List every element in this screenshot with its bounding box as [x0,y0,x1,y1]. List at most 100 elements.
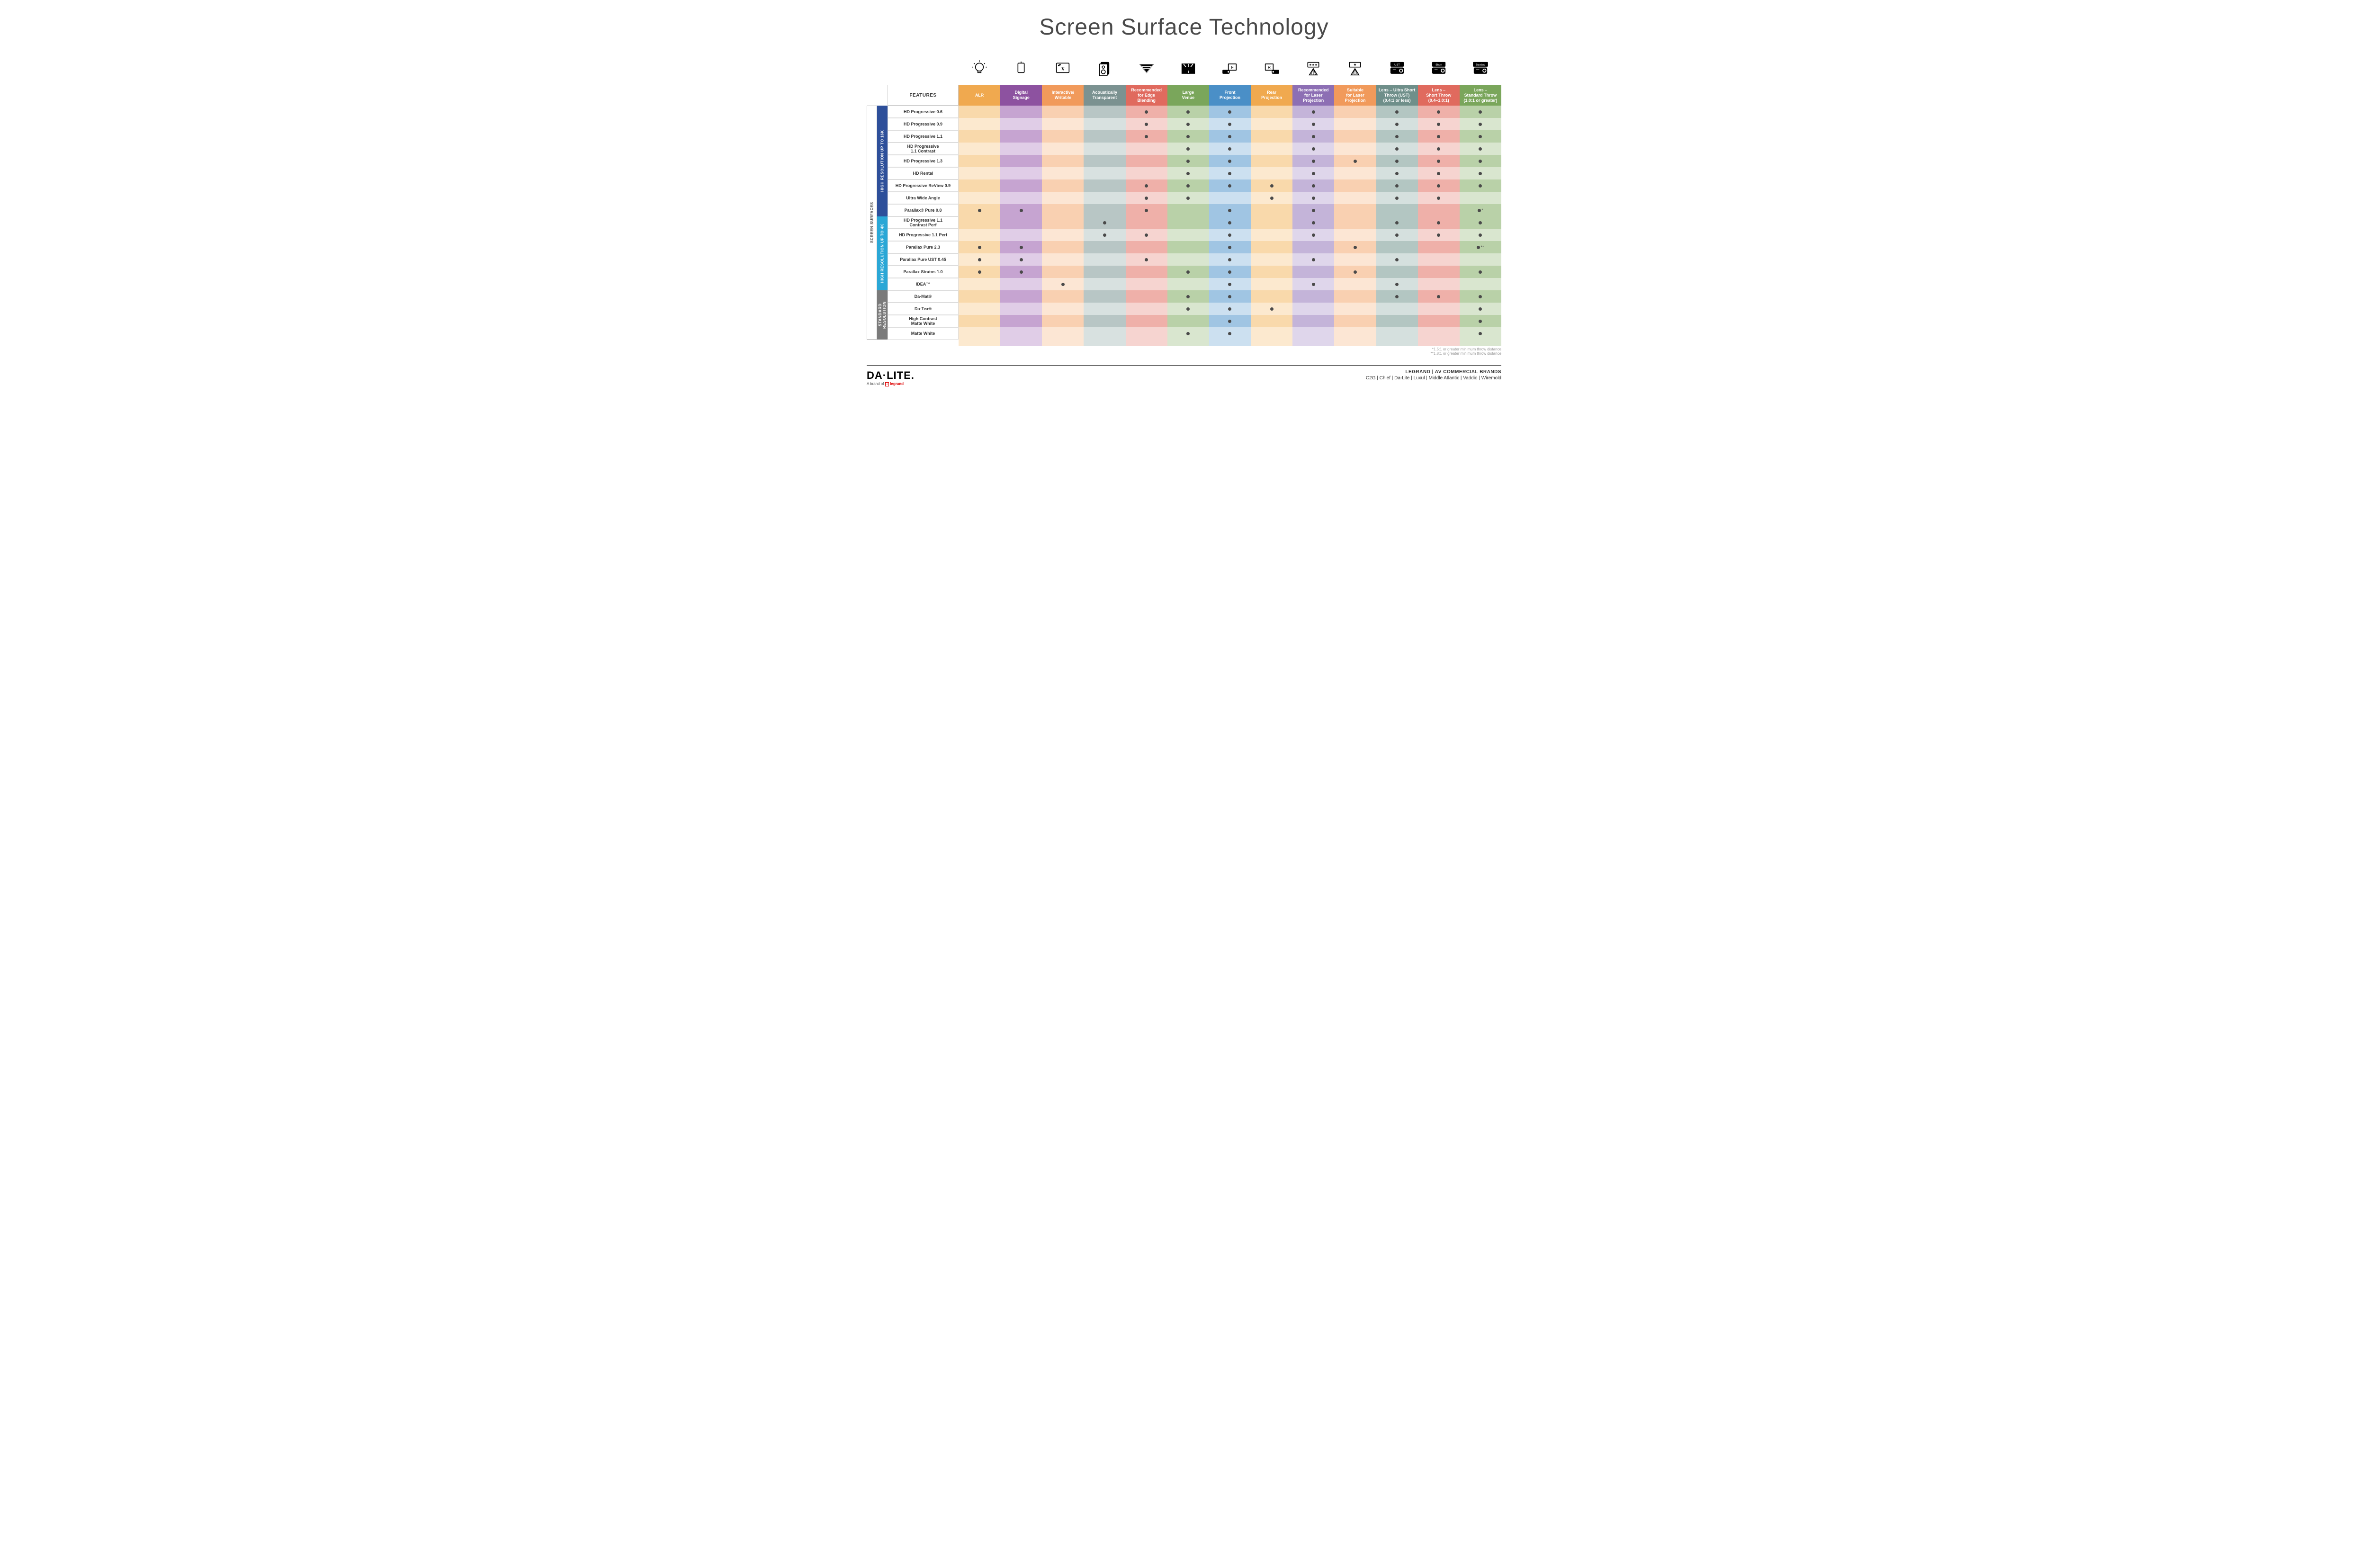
cell [1251,278,1292,290]
cell [1167,278,1209,290]
cell [1418,192,1460,204]
group-label-g16k: HIGH RESOLUTION UP TO 16K [877,106,888,216]
svg-text:R: R [1268,65,1271,70]
cell [1292,278,1334,290]
cell [1084,229,1125,241]
cell [1209,327,1251,340]
row-label: HD Progressive 1.1 [888,130,959,143]
col-header-alr: ALR [959,85,1000,106]
cell [1334,118,1376,130]
row-label: HD Progressive1.1 Contrast [888,143,959,155]
cell [1292,192,1334,204]
cell [1167,241,1209,253]
cell [1084,106,1125,118]
row-label: HD Progressive ReView 0.9 [888,179,959,192]
row-label: Da-Tex® [888,303,959,315]
cell [1334,143,1376,155]
cell [1042,118,1084,130]
cell [1000,303,1042,315]
row-label: Da-Mat® [888,290,959,303]
matrix-grid: FEATURESALRDigitalSignageInteractive/Wri… [867,85,1501,346]
cell [1334,192,1376,204]
cell [1460,106,1501,118]
cell [1376,266,1418,278]
cell [1292,241,1334,253]
cell [959,155,1000,167]
cell [1000,290,1042,303]
cell [1042,266,1084,278]
cell [1460,278,1501,290]
cell [1334,303,1376,315]
cell [1209,118,1251,130]
cell [959,278,1000,290]
footnotes: *1.5:1 or greater minimum throw distance… [1376,346,1501,356]
cell [1460,290,1501,303]
cell [1418,204,1460,216]
cell [1376,155,1418,167]
row-label: Ultra Wide Angle [888,192,959,204]
cell [1376,130,1418,143]
cell [1167,118,1209,130]
cell [1042,253,1084,266]
cell [1460,216,1501,229]
cell [1209,253,1251,266]
cell [1460,315,1501,327]
reclaser-icon: ★★★ [1292,54,1334,83]
cell [1167,229,1209,241]
cell [1418,106,1460,118]
cell [1042,204,1084,216]
col-header-rear: RearProjection [1251,85,1292,106]
cell [1209,167,1251,179]
cell [1167,266,1209,278]
cell [959,143,1000,155]
cell [1376,327,1418,340]
cell [1376,204,1418,216]
cell [1334,167,1376,179]
cell [1167,155,1209,167]
row-label: Parallax Pure 2.3 [888,241,959,253]
cell [1042,155,1084,167]
cell [1376,179,1418,192]
footer: DA·LITE. A brand of □ legrand LEGRAND | … [867,365,1501,386]
side-label-screen-surfaces: SCREEN SURFACES [867,106,877,340]
cell [1084,143,1125,155]
cell [959,266,1000,278]
cell [1251,130,1292,143]
cell [1334,327,1376,340]
cell [1126,266,1167,278]
cell [1167,303,1209,315]
cell [1126,327,1167,340]
cell [1084,303,1125,315]
cell [959,204,1000,216]
cell [1000,106,1042,118]
row-label: High ContrastMatte White [888,315,959,327]
cell [1126,130,1167,143]
cell [1209,155,1251,167]
cell [1000,130,1042,143]
cell [1292,303,1334,315]
row-label: Parallax Pure UST 0.45 [888,253,959,266]
row-label: HD Rental [888,167,959,179]
cell [1376,143,1418,155]
cell [1334,315,1376,327]
short-icon: Short [1418,54,1460,83]
cell [1460,253,1501,266]
cell [1251,290,1292,303]
cell [959,130,1000,143]
cell [1460,266,1501,278]
cell [1209,216,1251,229]
cell [959,179,1000,192]
cell [1209,266,1251,278]
svg-text:★★★: ★★★ [1309,63,1318,67]
col-header-signage: DigitalSignage [1000,85,1042,106]
col-header-reclaser: Recommendedfor LaserProjection [1292,85,1334,106]
cell [1292,253,1334,266]
cell [1042,216,1084,229]
svg-text:UST: UST [1394,63,1400,66]
cell [1126,278,1167,290]
cell: ** [1460,241,1501,253]
cell [1292,216,1334,229]
acoustic-icon [1084,54,1125,83]
cell [1418,315,1460,327]
cell [1251,106,1292,118]
